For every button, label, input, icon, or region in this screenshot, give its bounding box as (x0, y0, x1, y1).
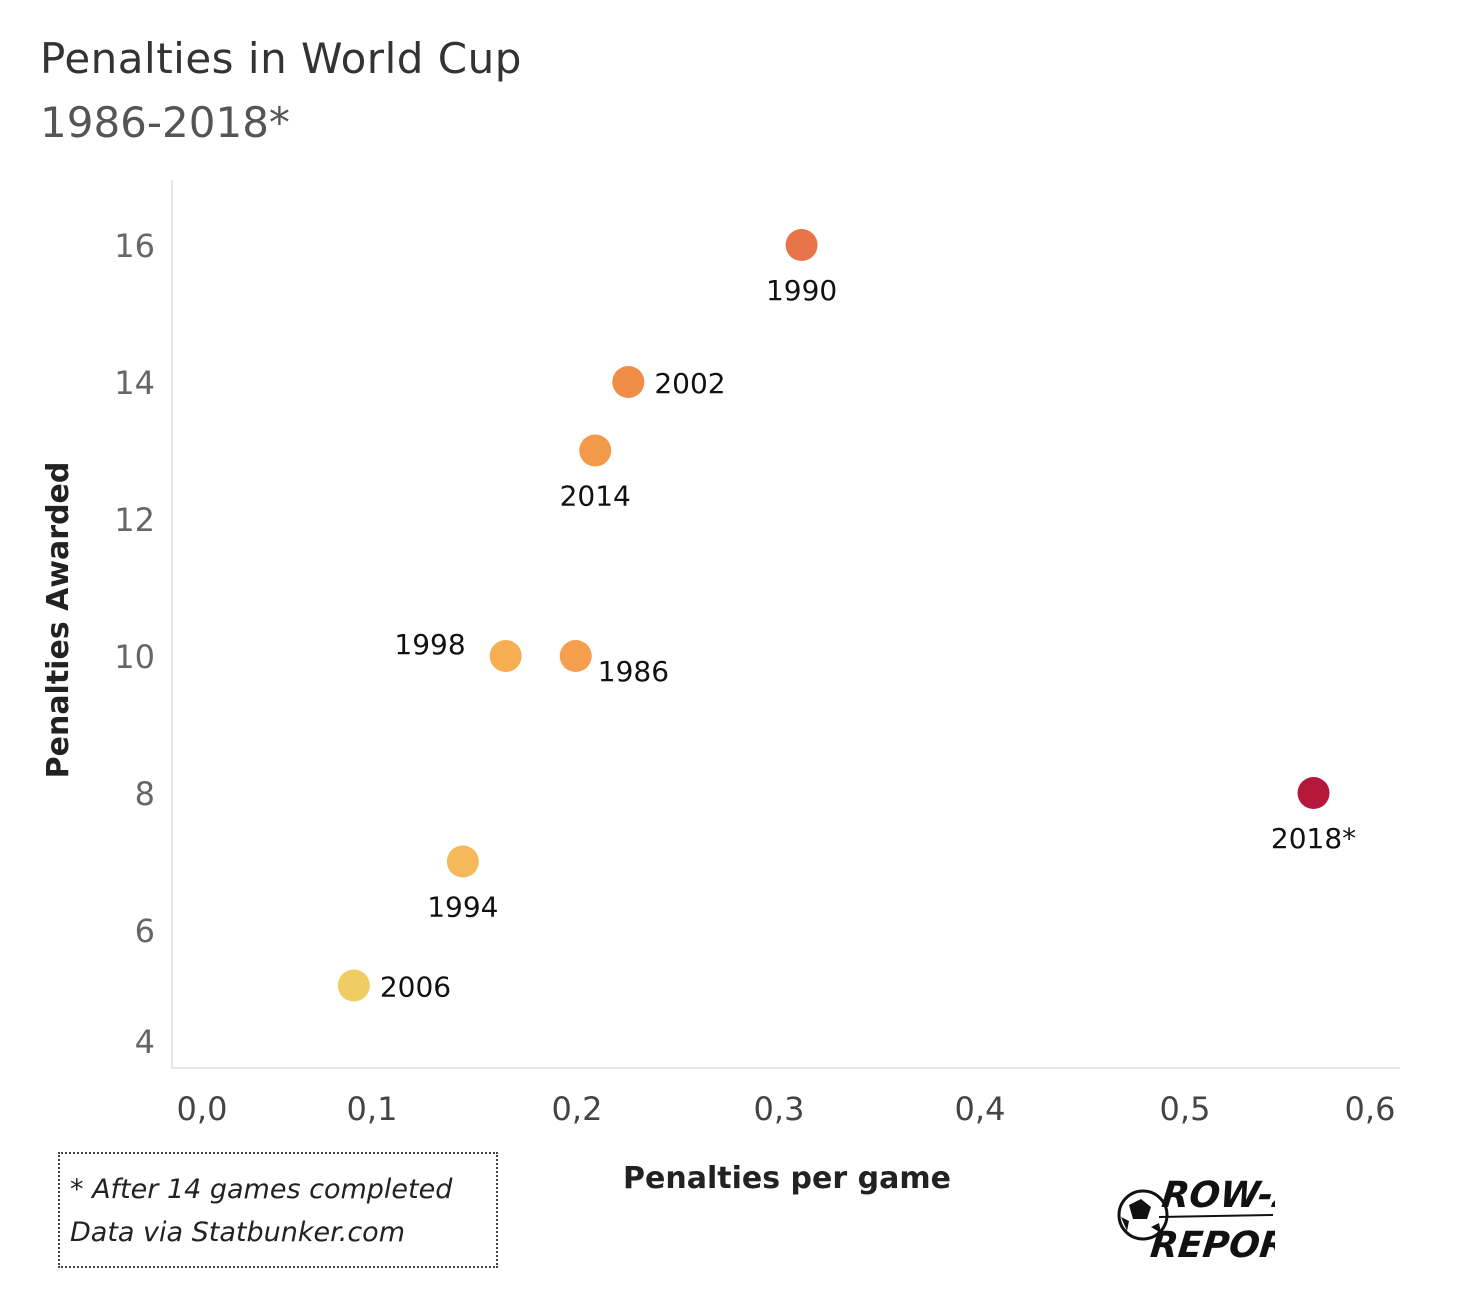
y-tick-label: 4 (135, 1023, 155, 1061)
data-labels: 1990 2002 2014 1998 1986 2018* 1994 2006 (380, 274, 1356, 1004)
y-tick-label: 8 (135, 775, 155, 813)
scatter-point (1297, 777, 1330, 809)
y-tick-label: 12 (114, 501, 155, 539)
y-tick-label: 16 (114, 227, 155, 265)
x-tick-label: 0,3 (754, 1090, 805, 1128)
point-label: 2006 (380, 971, 451, 1004)
x-tick-label: 0,0 (177, 1090, 228, 1128)
point-label: 2014 (560, 480, 631, 513)
x-tick-label: 0,6 (1345, 1090, 1396, 1128)
chart-subtitle: 1986-2018* (40, 98, 290, 147)
scatter-point (612, 366, 645, 398)
footnote-line-2: Data via Statbunker.com (70, 1217, 405, 1248)
x-tick-label: 0,2 (552, 1090, 603, 1128)
point-label: 2002 (654, 367, 725, 400)
x-axis-ticks: 0,0 0,1 0,2 0,3 0,4 0,5 0,6 (177, 1090, 1396, 1128)
scatter-point (785, 229, 818, 261)
x-tick-label: 0,5 (1160, 1090, 1211, 1128)
row-z-report-logo: ROW-Z REPORT (1117, 1174, 1275, 1265)
chart-title: Penalties in World Cup (40, 34, 522, 83)
point-label: 1990 (766, 274, 837, 307)
y-tick-label: 10 (114, 638, 155, 676)
logo-line-2: REPORT (1148, 1224, 1275, 1265)
scatter-point (559, 640, 592, 672)
y-axis-label: Penalties Awarded (41, 462, 76, 779)
point-label: 1994 (427, 891, 498, 924)
footnote-box: * After 14 games completed Data via Stat… (58, 1152, 498, 1268)
y-tick-label: 6 (135, 912, 155, 950)
x-tick-label: 0,1 (347, 1090, 398, 1128)
scatter-point (446, 845, 479, 878)
y-tick-label: 14 (114, 364, 155, 402)
point-label: 1998 (394, 628, 465, 661)
point-label: 1986 (598, 655, 669, 688)
x-axis-label: Penalties per game (623, 1161, 951, 1196)
x-tick-label: 0,4 (955, 1090, 1006, 1128)
footnote-line-1: * After 14 games completed (70, 1174, 453, 1205)
scatter-point (337, 969, 370, 1002)
data-points (337, 229, 1330, 1002)
scatter-point (579, 434, 612, 467)
y-axis-ticks: 4 6 8 10 12 14 16 (114, 227, 155, 1061)
point-label: 2018* (1271, 822, 1356, 855)
logo-line-1: ROW-Z (1160, 1174, 1275, 1216)
scatter-point (489, 640, 522, 672)
